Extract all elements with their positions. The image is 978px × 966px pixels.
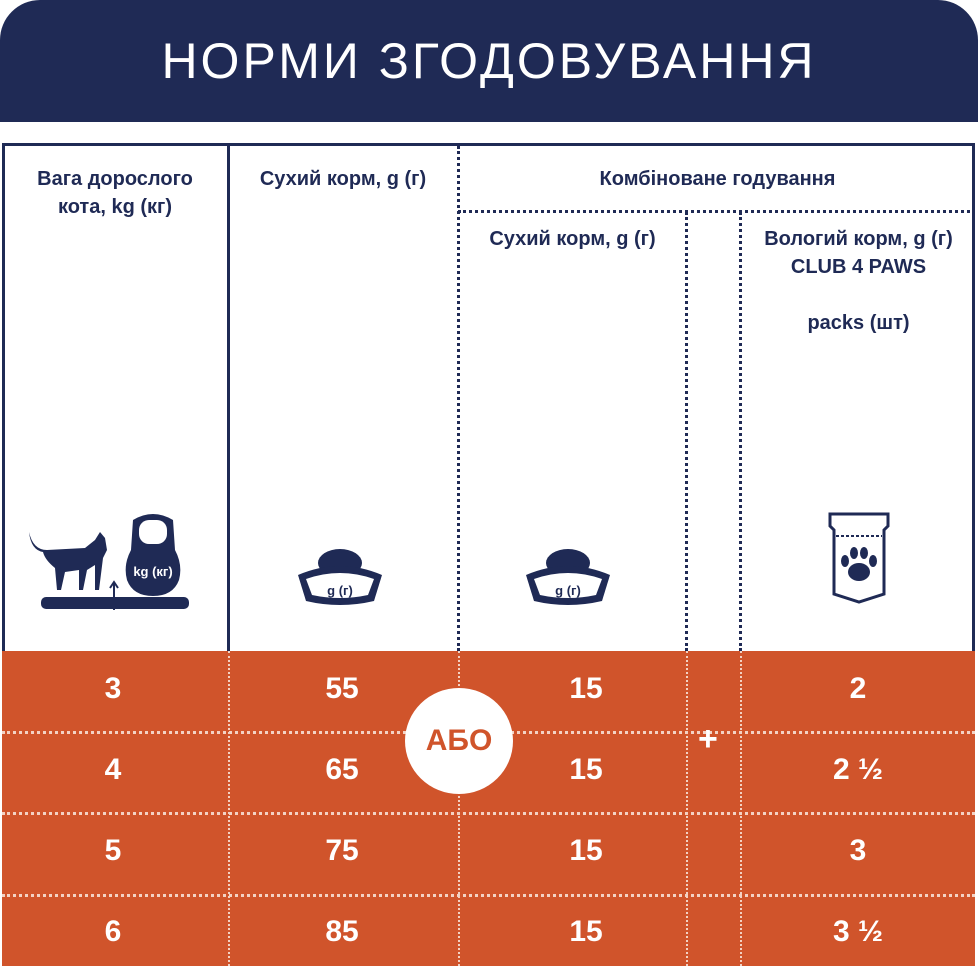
cell-wet: 3 xyxy=(849,834,867,867)
divider xyxy=(2,812,975,815)
cell-weight: 3 xyxy=(104,672,122,705)
cell-wet: 2 ½ xyxy=(832,753,884,786)
divider xyxy=(228,651,230,966)
page-title: НОРМИ ЗГОДОВУВАННЯ xyxy=(161,33,817,89)
divider xyxy=(458,210,975,213)
cell-combined-dry: 15 xyxy=(569,834,603,867)
cell-combined-dry: 15 xyxy=(569,915,603,948)
cell-dry: 55 xyxy=(325,672,359,705)
cell-weight: 4 xyxy=(104,753,122,786)
divider xyxy=(458,651,460,966)
header-weight: Вага дорослого кота, kg (кг) xyxy=(37,168,193,218)
table-header-box xyxy=(2,143,975,651)
cell-dry: 85 xyxy=(325,915,359,948)
or-badge: АБО xyxy=(405,688,513,794)
food-bowl-icon: g (г) xyxy=(526,549,610,605)
divider xyxy=(685,212,688,651)
divider xyxy=(686,651,688,966)
divider xyxy=(227,143,230,651)
divider xyxy=(739,212,742,651)
header-combined: Комбіноване годування xyxy=(599,168,836,190)
plus-sign: + xyxy=(698,720,718,758)
wet-food-pouch-icon xyxy=(828,512,890,604)
cell-dry: 65 xyxy=(325,753,359,786)
header-banner: НОРМИ ЗГОДОВУВАННЯ xyxy=(0,0,978,122)
header-dry: Сухий корм, g (г) xyxy=(259,168,427,190)
food-bowl-icon: g (г) xyxy=(298,549,382,605)
cell-weight: 5 xyxy=(104,834,122,867)
bowl-label: g (г) xyxy=(555,583,581,598)
header-wet: Вологий корм, g (г) CLUB 4 PAWS packs (ш… xyxy=(742,225,975,337)
bowl-label: g (г) xyxy=(327,583,353,598)
cat-weight-icon: kg (кг) xyxy=(29,514,189,610)
cell-dry: 75 xyxy=(325,834,359,867)
cell-wet: 2 xyxy=(849,672,867,705)
cell-combined-dry: 15 xyxy=(569,753,603,786)
header-wet-line3: packs (шт) xyxy=(807,312,910,334)
cell-weight: 6 xyxy=(104,915,122,948)
divider xyxy=(457,146,460,651)
divider xyxy=(740,651,742,966)
header-combined-dry: Сухий корм, g (г) xyxy=(489,228,656,250)
kettlebell-label: kg (кг) xyxy=(133,564,172,579)
header-wet-line1: Вологий корм, g (г) xyxy=(764,228,953,250)
cell-wet: 3 ½ xyxy=(832,915,884,948)
divider xyxy=(2,894,975,897)
cell-combined-dry: 15 xyxy=(569,672,603,705)
header-wet-line2: CLUB 4 PAWS xyxy=(790,256,927,278)
